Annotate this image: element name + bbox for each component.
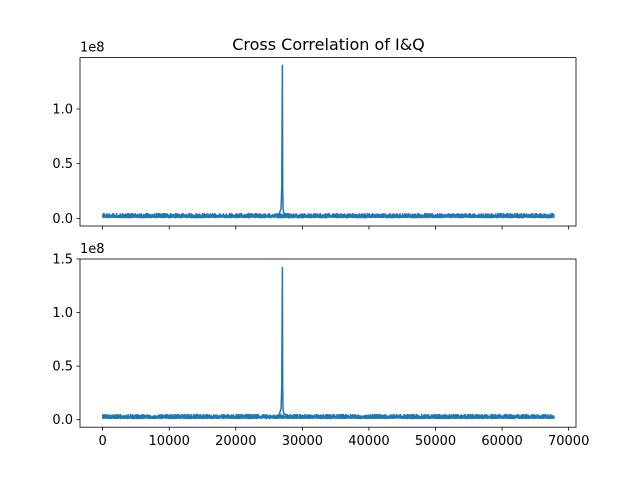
x-tick-label-2-5: 50000 [415, 434, 456, 449]
y-tick-label-2-2: 1.0 [52, 306, 73, 321]
chart-title: Cross Correlation of I&Q [232, 35, 425, 54]
series-noise-line-2 [101, 413, 555, 420]
x-tick-label-2-4: 40000 [348, 434, 389, 449]
y-tick-label-1-0: 0.0 [52, 212, 73, 227]
x-tick-label-2-7: 70000 [548, 434, 589, 449]
y-tick-label-1-2: 1.0 [52, 102, 73, 117]
series-line-2 [102, 266, 555, 419]
y-offset-label-2: 1e8 [80, 242, 105, 257]
y-offset-label-1: 1e8 [80, 41, 105, 56]
x-tick-label-2-0: 0 [98, 434, 106, 449]
series-line-1 [102, 64, 555, 218]
y-tick-label-1-1: 0.5 [52, 157, 73, 172]
x-tick-label-2-6: 60000 [481, 434, 522, 449]
x-tick-label-2-2: 20000 [215, 434, 256, 449]
x-tick-label-2-3: 30000 [282, 434, 323, 449]
axes-frame-1 [79, 57, 577, 227]
x-tick-label-2-1: 10000 [149, 434, 190, 449]
y-tick-label-2-1: 0.5 [52, 360, 73, 375]
y-tick-label-2-3: 1.5 [52, 253, 73, 268]
y-tick-label-2-0: 0.0 [52, 413, 73, 428]
axes-frame-2 [79, 258, 577, 428]
